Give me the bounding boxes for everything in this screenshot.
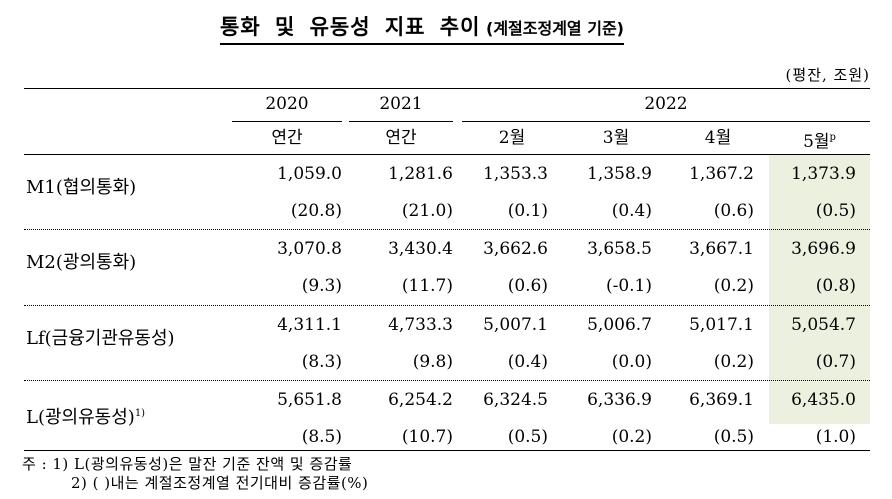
row-label-text: M2(광의통화) xyxy=(26,252,137,273)
change-rate-cell: (0.8) xyxy=(815,276,856,296)
change-rate-cell: (20.8) xyxy=(290,201,342,221)
header-year-2021: 2021 xyxy=(379,94,423,114)
page-title: 통화 및 유동성 지표 추이 (계절조정계열 기준) xyxy=(220,14,624,45)
row-divider xyxy=(24,380,870,381)
row-divider xyxy=(24,229,870,230)
header-period-label: 5월 xyxy=(803,132,830,152)
change-rate-cell: (0.0) xyxy=(611,352,652,372)
value-cell: 3,696.9 xyxy=(791,239,856,259)
change-rate-cell: (0.6) xyxy=(713,201,754,221)
row-label-text: Lf(금융기관유동성) xyxy=(26,328,175,349)
header-mid-rule-2020 xyxy=(232,121,342,122)
value-cell: 6,324.5 xyxy=(483,390,548,410)
unit-label: (평잔, 조원) xyxy=(785,66,870,84)
value-cell: 3,070.8 xyxy=(277,239,342,259)
header-period-preliminary: 5월p xyxy=(769,127,870,153)
value-cell: 1,373.9 xyxy=(791,164,856,184)
value-cell: 1,059.0 xyxy=(277,164,342,184)
value-cell: 1,281.6 xyxy=(388,164,453,184)
change-rate-cell: (8.3) xyxy=(301,352,342,372)
value-cell: 6,369.1 xyxy=(689,390,754,410)
title-sub: (계절조정계열 기준) xyxy=(480,19,624,38)
header-bottom-rule xyxy=(24,154,870,155)
preliminary-column-highlight xyxy=(769,155,870,424)
change-rate-cell: (0.4) xyxy=(507,352,548,372)
change-rate-cell: (0.4) xyxy=(611,201,652,221)
value-cell: 1,367.2 xyxy=(689,164,754,184)
value-cell: 3,662.6 xyxy=(483,239,548,259)
row-label-text: L(광의유동성) xyxy=(26,407,135,428)
change-rate-cell: (-0.1) xyxy=(605,276,652,296)
change-rate-cell: (8.5) xyxy=(301,427,342,447)
value-cell: 1,353.3 xyxy=(483,164,548,184)
change-rate-cell: (1.0) xyxy=(815,427,856,447)
change-rate-cell: (0.5) xyxy=(713,427,754,447)
value-cell: 4,733.3 xyxy=(388,315,453,335)
value-cell: 6,435.0 xyxy=(791,390,856,410)
change-rate-cell: (21.0) xyxy=(401,201,453,221)
change-rate-cell: (0.2) xyxy=(713,352,754,372)
header-mid-rule-2022 xyxy=(462,121,870,122)
row-label: L(광의유동성)1) xyxy=(26,403,145,429)
change-rate-cell: (0.5) xyxy=(815,201,856,221)
header-period: 3월 xyxy=(602,128,630,148)
value-cell: 5,007.1 xyxy=(483,315,548,335)
header-period: 연간 xyxy=(385,128,417,148)
header-year-2022: 2022 xyxy=(644,94,688,114)
change-rate-cell: (0.2) xyxy=(611,427,652,447)
value-cell: 5,006.7 xyxy=(587,315,652,335)
change-rate-cell: (0.6) xyxy=(507,276,548,296)
row-divider xyxy=(24,305,870,306)
value-cell: 5,017.1 xyxy=(689,315,754,335)
row-label: M1(협의통화) xyxy=(26,177,136,199)
table-top-rule xyxy=(24,88,870,89)
value-cell: 4,311.1 xyxy=(277,315,342,335)
footnote-1: 주 : 1) L(광의유동성)은 말잔 기준 잔액 및 증감률 xyxy=(22,455,353,473)
header-period: 연간 xyxy=(271,128,303,148)
header-period: 2월 xyxy=(498,128,526,148)
footnote-2: 2) ( )내는 계절조정계열 전기대비 증감률(%) xyxy=(71,474,369,492)
change-rate-cell: (9.8) xyxy=(412,352,453,372)
value-cell: 5,651.8 xyxy=(277,390,342,410)
header-year-2020: 2020 xyxy=(265,94,309,114)
value-cell: 3,430.4 xyxy=(388,239,453,259)
change-rate-cell: (11.7) xyxy=(401,276,453,296)
row-label: M2(광의통화) xyxy=(26,252,136,274)
change-rate-cell: (9.3) xyxy=(301,276,342,296)
change-rate-cell: (0.7) xyxy=(815,352,856,372)
footnote-marker: 1) xyxy=(134,408,146,419)
change-rate-cell: (0.1) xyxy=(507,201,548,221)
value-cell: 3,667.1 xyxy=(689,239,754,259)
title-main: 통화 및 유동성 지표 추이 xyxy=(220,15,481,39)
table-bottom-rule xyxy=(24,450,870,451)
value-cell: 3,658.5 xyxy=(587,239,652,259)
row-label-text: M1(협의통화) xyxy=(26,177,137,198)
change-rate-cell: (0.2) xyxy=(713,276,754,296)
header-period: 4월 xyxy=(704,128,732,148)
value-cell: 6,254.2 xyxy=(388,390,453,410)
value-cell: 6,336.9 xyxy=(587,390,652,410)
preliminary-mark: p xyxy=(829,132,836,143)
row-label: Lf(금융기관유동성) xyxy=(26,328,175,350)
value-cell: 1,358.9 xyxy=(587,164,652,184)
change-rate-cell: (0.5) xyxy=(507,427,548,447)
header-mid-rule-2021 xyxy=(349,121,453,122)
value-cell: 5,054.7 xyxy=(791,315,856,335)
change-rate-cell: (10.7) xyxy=(401,427,453,447)
